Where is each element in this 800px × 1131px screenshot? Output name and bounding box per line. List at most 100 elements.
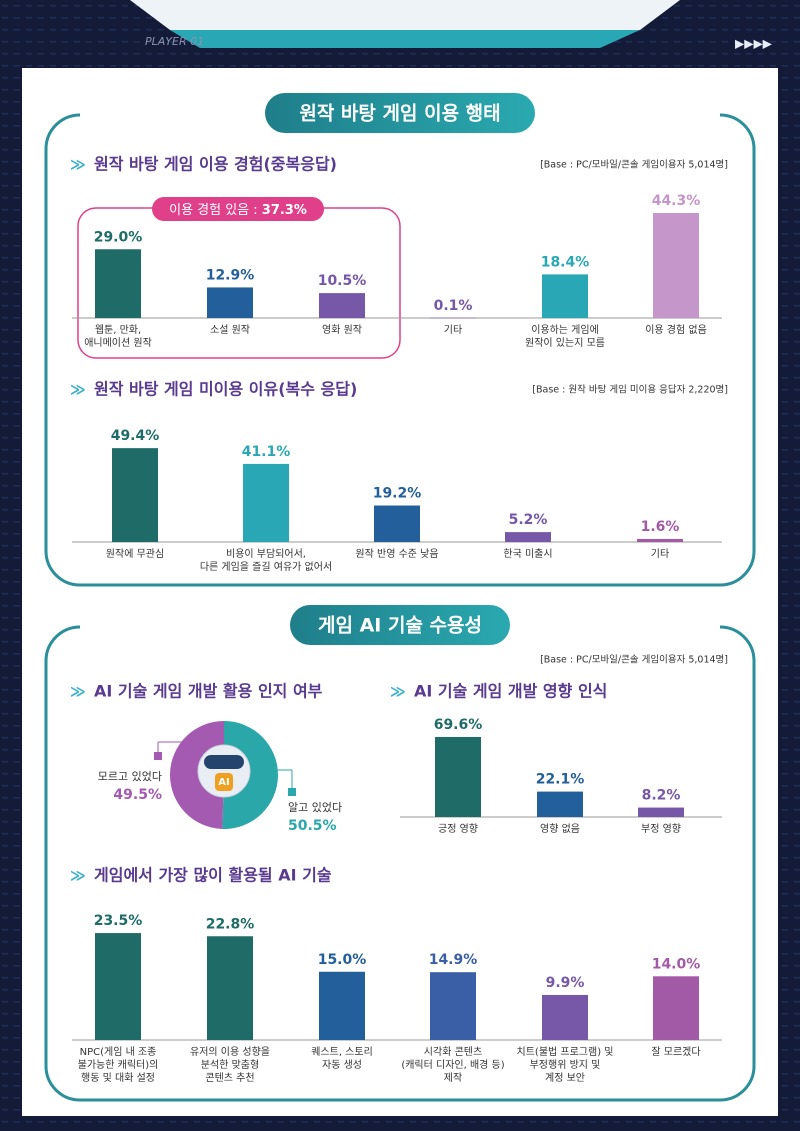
bar xyxy=(430,972,476,1040)
highlight-label: 이용 경험 있음 : xyxy=(169,203,262,218)
value-label: 8.2% xyxy=(642,788,681,804)
category-label: 시각화 콘텐츠 (캐릭터 디자인, 배경 등) 제작 xyxy=(401,1046,504,1084)
label-line: 부정 영향 xyxy=(641,823,681,835)
chevron-icon: ≫ xyxy=(70,683,86,701)
category-label: 퀘스트, 스토리 자동 생성 xyxy=(311,1046,373,1071)
category-label: 기타 xyxy=(444,324,462,336)
section-title: 게임 AI 기술 수용성 xyxy=(318,615,482,637)
label-line: 이용 경험 없음 xyxy=(645,323,707,336)
category-label: 웹툰, 만화, 애니메이션 원작 xyxy=(84,324,152,349)
bar xyxy=(319,293,365,318)
bar xyxy=(637,538,683,542)
value-label: 18.4% xyxy=(541,254,590,270)
bar xyxy=(112,448,158,542)
highlight-value: 37.3% xyxy=(262,203,307,218)
category-label: 원작 반영 수준 낮음 xyxy=(355,548,438,560)
label-line: 영화 원작 xyxy=(322,324,362,336)
label-line: 애니메이션 원작 xyxy=(84,337,152,349)
label-line: 퀘스트, 스토리 xyxy=(311,1046,373,1058)
header-strip xyxy=(170,30,640,48)
base-note: [Base : PC/모바일/콘솔 게임이용자 5,014명] xyxy=(540,159,728,171)
category-label: 한국 미출시 xyxy=(503,548,552,560)
bar xyxy=(430,317,476,319)
value-label: 23.5% xyxy=(94,913,143,929)
value-label: 19.2% xyxy=(373,486,422,502)
bar xyxy=(95,249,141,318)
category-label: 유저의 이용 성향을 분석한 맞춤형 콘텐츠 추천 xyxy=(190,1046,270,1084)
label-line: 비용이 부담되어서, xyxy=(226,548,306,560)
category-label: 기타 xyxy=(651,548,669,560)
robot-badge xyxy=(215,773,233,791)
value-label: 22.8% xyxy=(206,916,255,932)
header-label: PLAYER 01 xyxy=(145,35,204,48)
base-note: [Base : PC/모바일/콘솔 게임이용자 5,014명] xyxy=(540,654,728,666)
chart-title: AI 기술 게임 개발 활용 인지 여부 xyxy=(94,682,323,701)
pie-value: 50.5% xyxy=(288,818,337,834)
label-line: 웹툰, 만화, xyxy=(95,324,141,336)
chart-title: 게임에서 가장 많이 활용될 AI 기술 xyxy=(94,866,332,885)
value-label: 49.4% xyxy=(111,428,160,444)
bar xyxy=(374,505,420,542)
value-label: 15.0% xyxy=(318,952,367,968)
category-label: 원작에 무관심 xyxy=(106,548,164,560)
chevron-icon: ≫ xyxy=(70,867,86,885)
label-line: NPC(게임 내 조종 xyxy=(80,1045,157,1058)
label-line: (캐릭터 디자인, 배경 등) xyxy=(401,1058,504,1071)
label-line: 시각화 콘텐츠 xyxy=(424,1046,482,1058)
value-label: 41.1% xyxy=(242,444,291,460)
category-label: 이용하는 게임에 원작이 있는지 모름 xyxy=(525,323,605,349)
category-label: 잘 모르겠다 xyxy=(651,1046,700,1058)
bar xyxy=(243,463,289,542)
label-line: 영향 없음 xyxy=(540,822,580,835)
section-title: 원작 바탕 게임 이용 행태 xyxy=(299,103,500,125)
bar xyxy=(653,976,699,1040)
section-pill xyxy=(265,93,535,133)
label-line: 원작이 있는지 모름 xyxy=(525,337,605,349)
label-line: 원작 반영 수준 낮음 xyxy=(355,548,438,560)
bar xyxy=(505,532,551,542)
label-line: 한국 미출시 xyxy=(503,548,552,560)
label-line: 이용하는 게임에 xyxy=(531,323,599,336)
value-label: 22.1% xyxy=(536,772,585,788)
category-label: 긍정 영향 xyxy=(438,823,478,835)
chart-title: 원작 바탕 게임 이용 경험(중복응답) xyxy=(94,155,337,174)
pie-label: 모르고 있었다 xyxy=(98,770,162,783)
bar xyxy=(319,971,365,1040)
robot-badge-text: AI xyxy=(218,777,229,788)
label-line: 분석한 맞춤형 xyxy=(201,1059,259,1071)
label-line: 원작에 무관심 xyxy=(106,548,164,560)
value-label: 14.9% xyxy=(429,952,478,968)
highlight-text: 이용 경험 있음 : 37.3% xyxy=(169,203,307,218)
section-pill xyxy=(290,605,510,645)
label-line: 긍정 영향 xyxy=(438,823,478,835)
chevron-icon: ≫ xyxy=(70,156,86,174)
label-line: 잘 모르겠다 xyxy=(651,1046,700,1058)
label-line: 기타 xyxy=(444,324,462,336)
label-line: 행동 및 대화 설정 xyxy=(81,1072,155,1084)
value-label: 10.5% xyxy=(318,273,367,289)
category-label: 이용 경험 없음 xyxy=(645,323,707,336)
bar xyxy=(207,936,253,1040)
chevron-icon: ≫ xyxy=(70,381,86,399)
category-label: 영향 없음 xyxy=(540,822,580,835)
value-label: 44.3% xyxy=(652,193,701,209)
highlight-pill xyxy=(152,197,324,221)
label-line: 소설 원작 xyxy=(210,324,250,336)
value-label: 0.1% xyxy=(434,298,473,314)
pie-slice xyxy=(170,721,224,829)
pie-label: 알고 있었다 xyxy=(288,800,342,814)
chart-title: 원작 바탕 게임 미이용 이유(복수 응답) xyxy=(94,380,357,399)
label-line: 제작 xyxy=(444,1072,462,1084)
label-line: 자동 생성 xyxy=(322,1059,362,1071)
legend-square xyxy=(288,788,296,796)
robot-visor xyxy=(204,755,244,769)
category-label: 부정 영향 xyxy=(641,823,681,835)
base-note: [Base : 원작 바탕 게임 미이용 응답자 2,220명] xyxy=(532,384,728,396)
category-label: 치트(불법 프로그램) 및 부정행위 방지 및 계정 보안 xyxy=(517,1046,614,1084)
bar xyxy=(653,213,699,318)
value-label: 29.0% xyxy=(94,229,143,245)
category-label: 소설 원작 xyxy=(210,324,250,336)
value-label: 9.9% xyxy=(546,975,585,991)
legend-square xyxy=(154,752,162,760)
